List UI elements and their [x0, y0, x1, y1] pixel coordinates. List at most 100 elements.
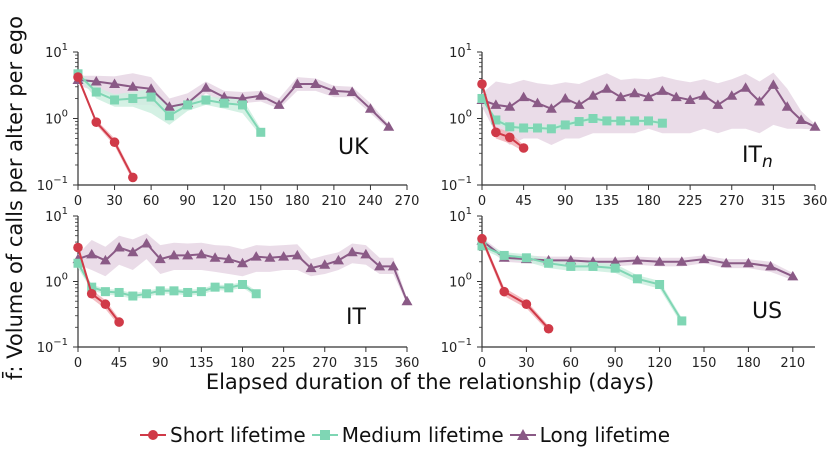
- y-tick-exponent: 1: [466, 42, 472, 53]
- point-medium: [491, 115, 501, 125]
- y-tick-label: 100: [45, 109, 68, 128]
- point-long: [545, 103, 557, 113]
- band-long: [78, 233, 407, 305]
- x-tick-label: 150: [692, 356, 717, 371]
- y-tick-exponent: −1: [53, 337, 68, 348]
- point-long: [145, 83, 157, 93]
- panel-label: US: [752, 299, 782, 324]
- point-medium: [238, 100, 247, 110]
- point-long: [273, 99, 285, 109]
- point-medium: [128, 291, 138, 301]
- point-long: [787, 270, 799, 281]
- line-medium: [481, 244, 683, 322]
- x-tick-label: 270: [312, 356, 337, 371]
- point-long: [374, 260, 386, 271]
- point-long: [332, 254, 344, 265]
- point-long: [720, 257, 732, 268]
- point-medium: [588, 261, 598, 271]
- x-tick-label: 180: [736, 356, 761, 371]
- x-tick-label: 0: [74, 356, 82, 371]
- point-long: [740, 82, 752, 92]
- point-medium: [196, 287, 206, 297]
- point-long: [127, 246, 139, 257]
- y-tick-exponent: 0: [466, 109, 472, 120]
- legend: Short lifetime Medium lifetime Long life…: [140, 421, 700, 449]
- point-long: [168, 249, 180, 260]
- point-long: [712, 99, 724, 109]
- x-tick-label: 90: [179, 194, 196, 209]
- point-medium: [201, 95, 211, 105]
- x-tick-label: 60: [563, 356, 580, 371]
- point-medium: [183, 287, 193, 297]
- legend-label-short: Short lifetime: [170, 423, 306, 447]
- y-tick-label: 100: [45, 272, 68, 291]
- x-tick-label: 0: [74, 194, 82, 209]
- legend-marker-short: [140, 430, 166, 440]
- point-long: [615, 91, 627, 102]
- point-long: [601, 83, 613, 93]
- point-medium: [146, 92, 156, 102]
- x-tick-label: 30: [106, 194, 123, 209]
- point-medium: [477, 241, 487, 251]
- point-long: [328, 85, 340, 95]
- point-medium: [164, 111, 174, 121]
- point-medium: [533, 123, 542, 133]
- point-medium: [142, 289, 152, 299]
- point-long: [670, 91, 682, 102]
- y-tick-label: 10−1: [441, 337, 472, 356]
- point-long: [765, 260, 777, 271]
- point-long: [346, 86, 358, 97]
- y-tick-label: 101: [45, 206, 68, 225]
- point-long: [656, 85, 668, 95]
- point-medium: [544, 258, 554, 268]
- x-tick-label: 315: [353, 356, 378, 371]
- point-medium: [238, 279, 247, 289]
- x-tick-label: 210: [321, 194, 346, 209]
- point-long: [109, 78, 121, 89]
- point-short: [491, 127, 501, 138]
- x-tick-label: 225: [678, 194, 703, 209]
- point-long: [154, 253, 166, 264]
- point-short: [86, 288, 97, 299]
- y-tick-label: 100: [449, 109, 472, 128]
- x-tick-label: 135: [594, 194, 619, 209]
- point-short: [504, 132, 515, 143]
- y-tick-label: 10−1: [37, 337, 68, 356]
- point-long: [490, 99, 502, 109]
- x-tick-label: 120: [647, 356, 672, 371]
- point-medium: [128, 93, 138, 103]
- point-long: [654, 256, 666, 266]
- point-long: [754, 96, 765, 106]
- point-long: [573, 99, 585, 109]
- point-long: [360, 248, 372, 259]
- x-tick-label: 210: [780, 356, 805, 371]
- point-medium: [183, 100, 193, 110]
- legend-item-short: Short lifetime: [140, 423, 306, 447]
- x-tick-label: 45: [111, 356, 128, 371]
- y-tick-exponent: −1: [53, 175, 68, 186]
- x-tick-label: 150: [248, 194, 273, 209]
- x-tick-label: 270: [395, 194, 420, 209]
- point-medium: [155, 286, 165, 296]
- x-tick-label: 90: [557, 194, 574, 209]
- point-medium: [588, 114, 598, 123]
- point-short: [477, 79, 487, 89]
- band-short: [78, 74, 133, 181]
- point-medium: [87, 282, 97, 292]
- y-tick-exponent: −1: [457, 337, 472, 348]
- x-tick-label: 30: [518, 356, 535, 371]
- point-medium: [477, 93, 487, 103]
- panel-label: ITn: [742, 143, 773, 172]
- point-medium: [91, 87, 101, 97]
- point-medium: [169, 286, 179, 296]
- point-medium: [566, 261, 576, 271]
- point-long: [90, 76, 102, 86]
- point-medium: [114, 287, 124, 297]
- y-tick-label: 10−1: [441, 175, 472, 194]
- line-short: [481, 83, 525, 149]
- point-medium: [251, 289, 261, 299]
- point-short: [499, 286, 510, 297]
